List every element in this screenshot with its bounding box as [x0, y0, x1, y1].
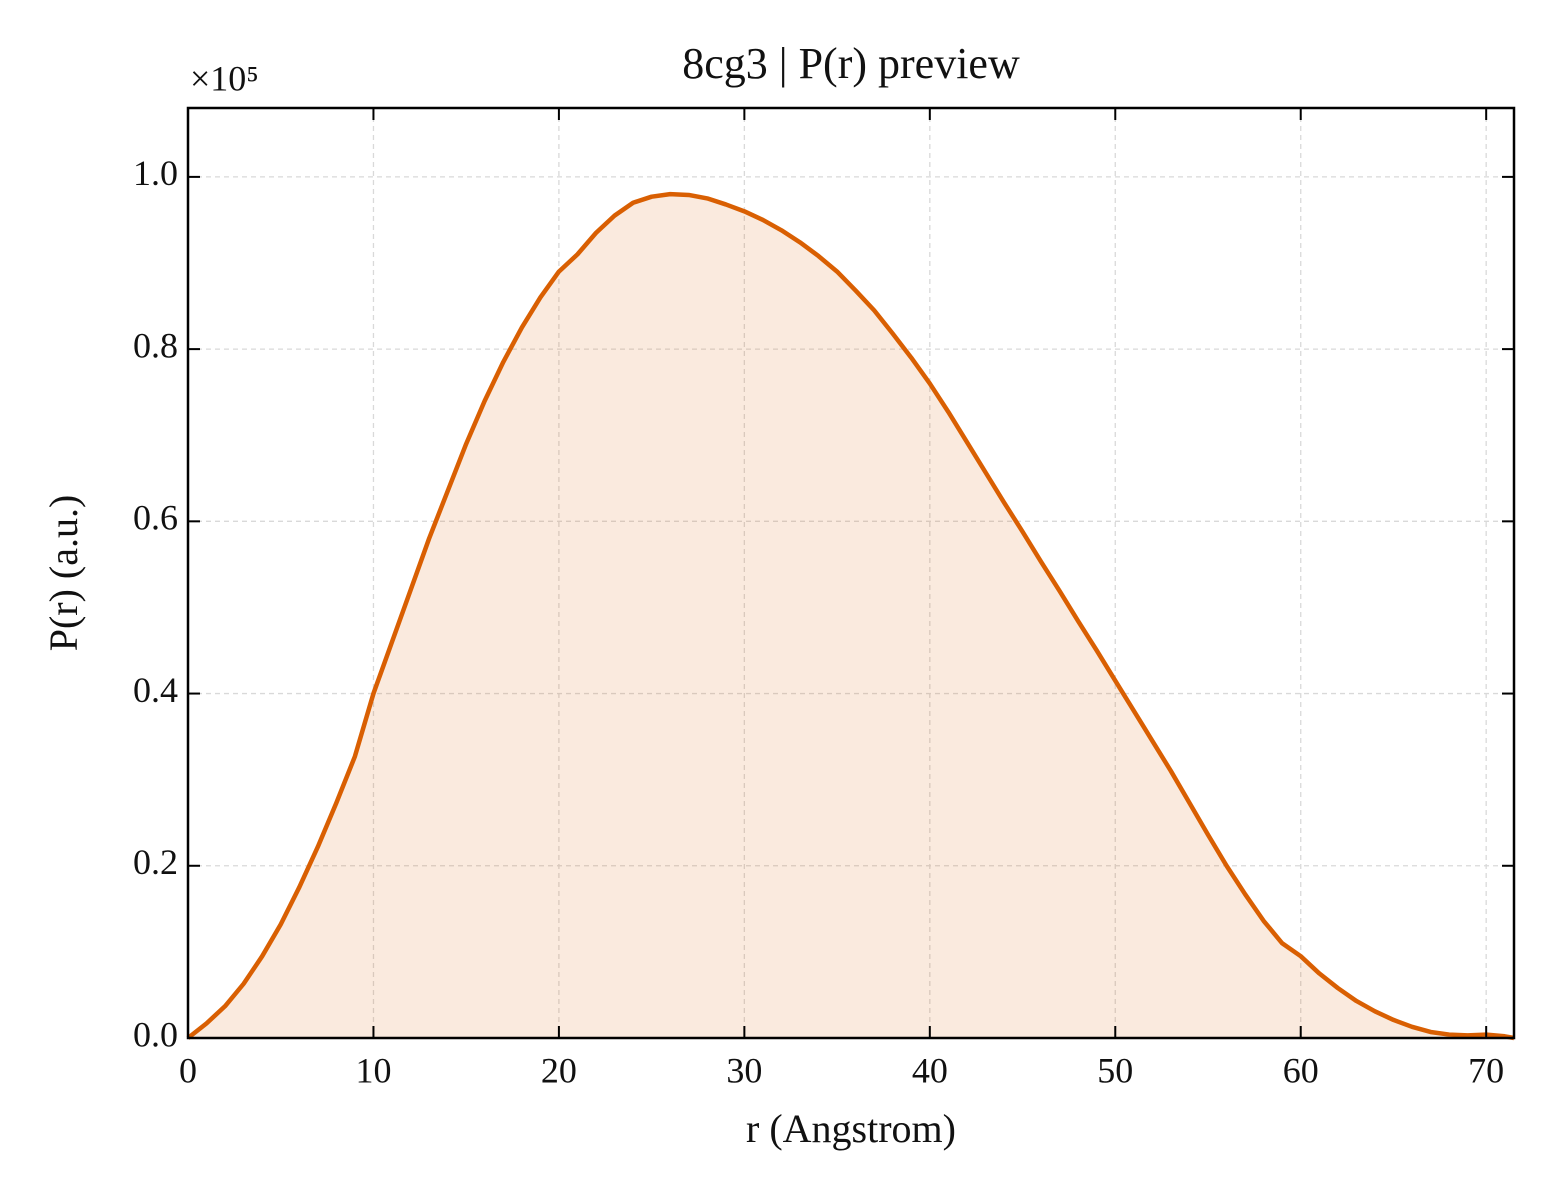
y-tick-label: 0.6 [133, 498, 178, 538]
y-tick-label: 0.2 [133, 842, 178, 882]
x-tick-label: 0 [179, 1050, 197, 1090]
y-tick-label: 0.4 [133, 670, 178, 710]
y-tick-label: 0.0 [133, 1014, 178, 1054]
chart-title: 8cg3 | P(r) preview [682, 39, 1020, 88]
y-tick-label: 0.8 [133, 325, 178, 365]
x-tick-label: 70 [1468, 1050, 1504, 1090]
x-tick-label: 30 [726, 1050, 762, 1090]
y-tick-label: 1.0 [133, 153, 178, 193]
x-tick-label: 50 [1097, 1050, 1133, 1090]
area [188, 194, 1514, 1039]
y-offset-label: ×10⁵ [190, 58, 259, 98]
x-tick-label: 20 [541, 1050, 577, 1090]
plot-frame [186, 106, 1516, 1040]
x-tick-label: 60 [1283, 1050, 1319, 1090]
x-axis-label: r (Angstrom) [746, 1106, 956, 1151]
x-tick-label: 40 [912, 1050, 948, 1090]
line [186, 191, 1515, 1041]
y-axis-label: P(r) (a.u.) [41, 495, 86, 652]
x-tick-label: 10 [355, 1050, 391, 1090]
